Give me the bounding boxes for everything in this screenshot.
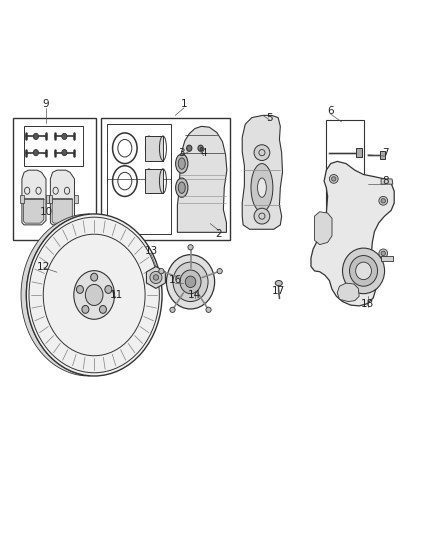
- Polygon shape: [242, 115, 283, 229]
- Ellipse shape: [187, 145, 192, 151]
- Ellipse shape: [180, 270, 201, 294]
- Bar: [46, 195, 49, 203]
- Ellipse shape: [200, 147, 203, 151]
- Ellipse shape: [217, 269, 223, 274]
- Ellipse shape: [356, 262, 371, 280]
- Bar: [145, 136, 163, 160]
- Ellipse shape: [99, 305, 106, 313]
- Text: 12: 12: [37, 262, 50, 271]
- Ellipse shape: [332, 177, 336, 181]
- Bar: [24, 126, 83, 166]
- Text: 7: 7: [382, 148, 389, 158]
- Ellipse shape: [153, 274, 159, 280]
- Bar: [380, 151, 385, 159]
- Ellipse shape: [379, 249, 388, 258]
- Ellipse shape: [343, 248, 385, 294]
- Ellipse shape: [91, 273, 98, 281]
- Bar: [145, 169, 163, 193]
- Text: 9: 9: [42, 100, 49, 109]
- Ellipse shape: [170, 307, 175, 312]
- Ellipse shape: [198, 145, 203, 151]
- Polygon shape: [381, 179, 393, 184]
- Text: 1: 1: [180, 100, 187, 109]
- Ellipse shape: [145, 136, 152, 160]
- Polygon shape: [337, 283, 359, 302]
- Polygon shape: [52, 199, 72, 223]
- Ellipse shape: [178, 182, 185, 193]
- Ellipse shape: [62, 133, 67, 140]
- Text: 18: 18: [361, 298, 374, 309]
- Ellipse shape: [74, 271, 115, 319]
- Polygon shape: [177, 126, 227, 232]
- Ellipse shape: [178, 158, 185, 169]
- Ellipse shape: [251, 164, 273, 212]
- Ellipse shape: [145, 169, 152, 193]
- Ellipse shape: [159, 269, 164, 274]
- Polygon shape: [146, 266, 166, 288]
- Bar: [356, 194, 362, 203]
- Ellipse shape: [33, 150, 39, 156]
- Polygon shape: [24, 199, 44, 223]
- Text: 17: 17: [272, 286, 285, 296]
- Ellipse shape: [275, 280, 282, 286]
- Bar: [13, 118, 96, 240]
- Ellipse shape: [329, 174, 338, 183]
- Text: 6: 6: [327, 106, 334, 116]
- Ellipse shape: [254, 145, 270, 160]
- Ellipse shape: [258, 178, 266, 197]
- Ellipse shape: [77, 286, 84, 293]
- Ellipse shape: [166, 255, 215, 309]
- Ellipse shape: [254, 208, 270, 224]
- Polygon shape: [50, 170, 74, 225]
- Ellipse shape: [33, 133, 39, 140]
- Ellipse shape: [350, 255, 378, 286]
- Ellipse shape: [176, 178, 188, 197]
- Text: 5: 5: [266, 112, 273, 123]
- Bar: [20, 195, 24, 203]
- Text: 2: 2: [215, 229, 223, 239]
- Ellipse shape: [188, 245, 193, 250]
- Ellipse shape: [381, 199, 385, 203]
- Bar: [107, 124, 171, 233]
- Bar: [356, 148, 362, 157]
- Ellipse shape: [85, 285, 103, 305]
- Ellipse shape: [105, 286, 112, 293]
- Text: 10: 10: [39, 207, 53, 217]
- Text: 4: 4: [200, 148, 207, 158]
- Polygon shape: [314, 212, 332, 245]
- Text: 16: 16: [169, 274, 182, 285]
- Polygon shape: [381, 256, 393, 261]
- Text: 8: 8: [382, 176, 389, 186]
- Text: 3: 3: [178, 148, 185, 158]
- Bar: [101, 118, 230, 240]
- Text: 14: 14: [188, 290, 201, 300]
- Ellipse shape: [82, 305, 89, 313]
- Ellipse shape: [173, 262, 208, 302]
- Ellipse shape: [176, 154, 188, 173]
- Ellipse shape: [206, 307, 211, 312]
- Bar: [74, 195, 78, 203]
- Polygon shape: [21, 214, 90, 376]
- Bar: [49, 195, 52, 203]
- Polygon shape: [22, 170, 46, 225]
- Text: 13: 13: [145, 246, 158, 256]
- Bar: [326, 120, 364, 216]
- Ellipse shape: [150, 271, 162, 284]
- Bar: [380, 180, 385, 188]
- Polygon shape: [311, 161, 394, 306]
- Ellipse shape: [62, 150, 67, 156]
- Ellipse shape: [185, 276, 196, 287]
- Ellipse shape: [26, 214, 162, 376]
- Ellipse shape: [379, 197, 388, 205]
- Text: 11: 11: [110, 290, 123, 300]
- Ellipse shape: [381, 251, 385, 255]
